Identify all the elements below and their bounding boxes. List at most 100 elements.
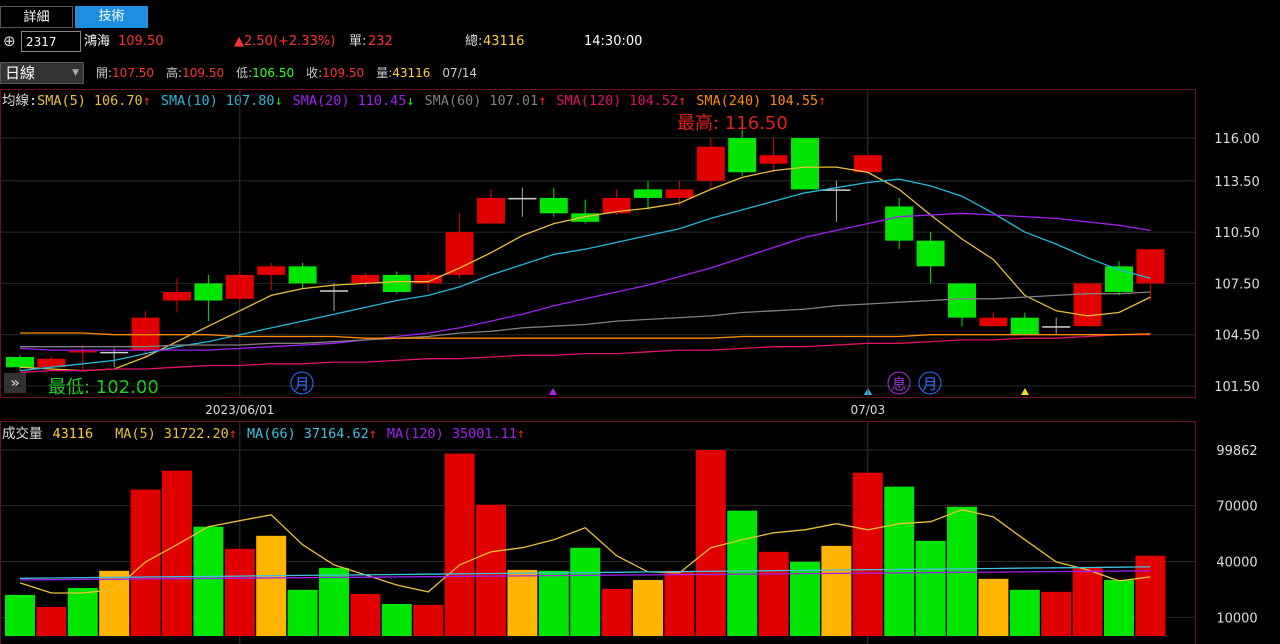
volume-bar: [852, 472, 883, 636]
legend-trend: ↑: [142, 93, 151, 109]
candle-body: [696, 146, 725, 181]
quote-value: 109.50: [322, 66, 365, 80]
quote-row: 開:107.50 高:109.50 低:106.50 收:109.50 量:43116 0…: [96, 65, 477, 81]
quote-value: 107.50: [112, 66, 155, 80]
y-tick-label: 104.50: [1214, 329, 1260, 344]
candle-body: [288, 266, 317, 284]
add-icon[interactable]: ⊕: [3, 32, 16, 50]
legend-name: SMA(240): [696, 93, 762, 109]
quote-label: 量:: [376, 66, 393, 80]
volume-bar: [5, 594, 35, 636]
candle-body: [477, 197, 505, 224]
volume-bar: [413, 604, 444, 636]
volume-bar: [507, 569, 538, 636]
event-label: 月: [294, 375, 309, 393]
ma-line: [19, 334, 1151, 374]
candle-body: [225, 274, 254, 299]
y-tick-label: 70000: [1216, 500, 1257, 515]
y-tick-label: 116.00: [1214, 132, 1260, 147]
legend-trend: ↑: [678, 93, 687, 109]
candle-body: [885, 206, 914, 241]
legend-value: 110.45: [357, 93, 407, 109]
quote-label: 開:: [96, 66, 113, 80]
volume-bar: [695, 450, 726, 636]
y-tick-label: 10000: [1216, 611, 1257, 626]
y-tick-label: 110.50: [1214, 226, 1260, 241]
volume-bar: [319, 567, 349, 636]
volume-bar: [664, 570, 695, 636]
volume-bar: [915, 540, 946, 636]
volume-bar: [821, 545, 852, 636]
volume-bar: [350, 593, 381, 636]
candle-body: [257, 266, 286, 275]
candle-body: [853, 155, 882, 173]
tab[interactable]: 詳細: [0, 6, 73, 28]
legend-name: SMA(5): [37, 93, 86, 109]
volume-bar: [130, 489, 161, 636]
volume-bar: [1135, 555, 1166, 636]
event-marker[interactable]: [1021, 388, 1029, 395]
volume-bar: [287, 589, 318, 636]
expand-button[interactable]: [4, 373, 26, 393]
price-legend: 均線:SMA(5) 106.70↑ SMA(10) 107.80↓ SMA(20) 110…: [2, 89, 836, 109]
event-circle: [887, 371, 911, 395]
volume-bar: [224, 548, 255, 636]
volume-bar: [601, 588, 632, 636]
candle-body: [414, 274, 443, 284]
candle-body: [382, 274, 411, 292]
event-marker[interactable]: [549, 388, 557, 395]
legend-name: SMA(120): [556, 93, 622, 109]
ma-line: [19, 566, 1151, 579]
candle-body: [1073, 283, 1102, 327]
legend-title: 均線:: [2, 93, 38, 109]
candle-body: [508, 197, 537, 200]
total-label: 總:: [465, 34, 483, 49]
ma-line: [19, 570, 1151, 581]
period: 日線: [5, 64, 36, 82]
unit: 232: [368, 34, 393, 49]
candle-body: [948, 283, 976, 318]
legend-trend: ↑: [818, 93, 827, 109]
candle-body: [822, 189, 851, 191]
candle-body: [6, 356, 34, 368]
quote-value: 109.50: [182, 66, 225, 80]
code-input[interactable]: 2317: [21, 31, 81, 52]
period-select[interactable]: 日線 ▼: [0, 62, 84, 84]
tab[interactable]: 技術: [75, 6, 148, 28]
candle-body: [163, 291, 191, 301]
stock-name: 鴻海: [84, 34, 111, 49]
legend-value: 31722.20: [163, 426, 229, 442]
volume-bar: [1104, 579, 1134, 636]
volume-bar: [570, 547, 601, 636]
legend-value: 35001.11: [451, 426, 517, 442]
date: 07/14: [442, 66, 478, 80]
volume-bar: [1041, 591, 1072, 636]
ma-line: [19, 178, 1151, 372]
legend-trend: ↑: [538, 93, 547, 109]
y-tick-label: 107.50: [1214, 277, 1260, 292]
volume-bar: [633, 579, 663, 636]
candle-body: [351, 274, 380, 284]
legend-name: MA(66): [246, 426, 296, 442]
price-frame: [0, 89, 1196, 398]
high-label: 最高: 116.50: [677, 113, 788, 134]
y-tick-label: 99862: [1216, 444, 1257, 459]
volume-bar: [36, 606, 67, 636]
ma-line: [20, 291, 1151, 348]
candle-body: [916, 240, 945, 267]
candle-body: [634, 189, 662, 198]
low-label: 最低: 102.00: [48, 377, 159, 398]
ma-line: [19, 166, 1151, 372]
change: ▲2.50(+2.33%): [234, 34, 336, 49]
legend-value: 37164.62: [303, 426, 369, 442]
total: 43116: [483, 34, 525, 49]
volume-bar: [947, 506, 977, 636]
legend-title: 成交量: [2, 426, 43, 442]
legend-value: 104.52: [629, 93, 679, 109]
legend-trend: ↑: [516, 426, 525, 442]
candle-body: [68, 350, 97, 353]
volume-bar: [256, 535, 287, 636]
legend-name: SMA(60): [424, 93, 482, 109]
